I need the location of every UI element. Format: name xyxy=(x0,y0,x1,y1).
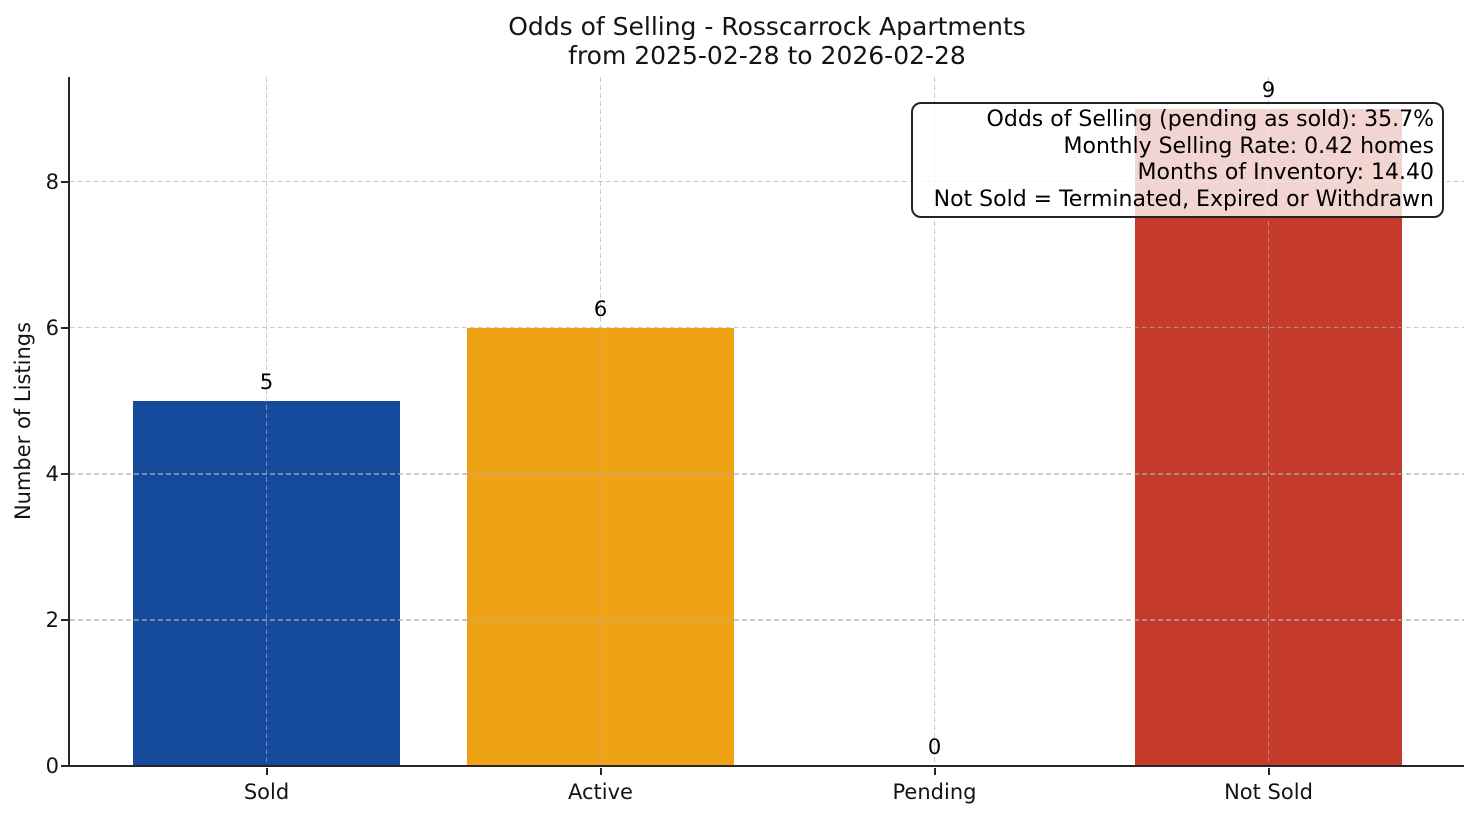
x-tick-label-pending: Pending xyxy=(892,780,977,804)
left-axis-spine xyxy=(68,77,70,767)
chart-subtitle: from 2025-02-28 to 2026-02-28 xyxy=(568,41,966,70)
y-tick-label-0: 0 xyxy=(45,754,59,778)
bar-value-label-active: 6 xyxy=(593,296,608,321)
y-tick-label-4: 4 xyxy=(45,461,59,486)
bottom-axis-spine xyxy=(68,765,1464,767)
x-tick-pending xyxy=(933,768,936,775)
bar-value-label-pending: 0 xyxy=(927,735,942,759)
y-tick-label-6: 6 xyxy=(45,315,59,340)
x-tick-active xyxy=(599,768,602,775)
stats-annotation-box: Odds of Selling (pending as sold): 35.7%… xyxy=(911,102,1444,218)
bar-value-label-not-sold: 9 xyxy=(1261,77,1276,102)
annotation-line-rate: Monthly Selling Rate: 0.42 homes xyxy=(1063,133,1434,159)
bar-sold xyxy=(133,400,400,766)
x-tick-label-not-sold: Not Sold xyxy=(1224,780,1313,804)
bar-value-label-sold: 5 xyxy=(259,369,274,394)
y-tick-4 xyxy=(61,472,68,475)
y-tick-2 xyxy=(61,618,68,621)
y-tick-0 xyxy=(61,765,68,767)
y-tick-label-8: 8 xyxy=(45,169,59,194)
x-tick-label-sold: Sold xyxy=(243,780,290,804)
chart-title: Odds of Selling - Rosscarrock Apartments xyxy=(508,12,1026,41)
x-tick-sold xyxy=(265,768,268,775)
x-tick-not-sold xyxy=(1267,768,1270,775)
annotation-line-inventory: Months of Inventory: 14.40 xyxy=(1137,160,1434,185)
y-tick-8 xyxy=(61,180,68,183)
y-tick-6 xyxy=(61,326,68,329)
x-tick-label-active: Active xyxy=(568,780,633,804)
y-tick-label-2: 2 xyxy=(45,607,59,632)
annotation-line-odds: Odds of Selling (pending as sold): 35.7% xyxy=(986,107,1434,132)
chart-title-block: Odds of Selling - Rosscarrock Apartments… xyxy=(70,12,1464,70)
annotation-line-notsold-def: Not Sold = Terminated, Expired or Withdr… xyxy=(933,186,1434,212)
bar-active xyxy=(467,327,734,766)
